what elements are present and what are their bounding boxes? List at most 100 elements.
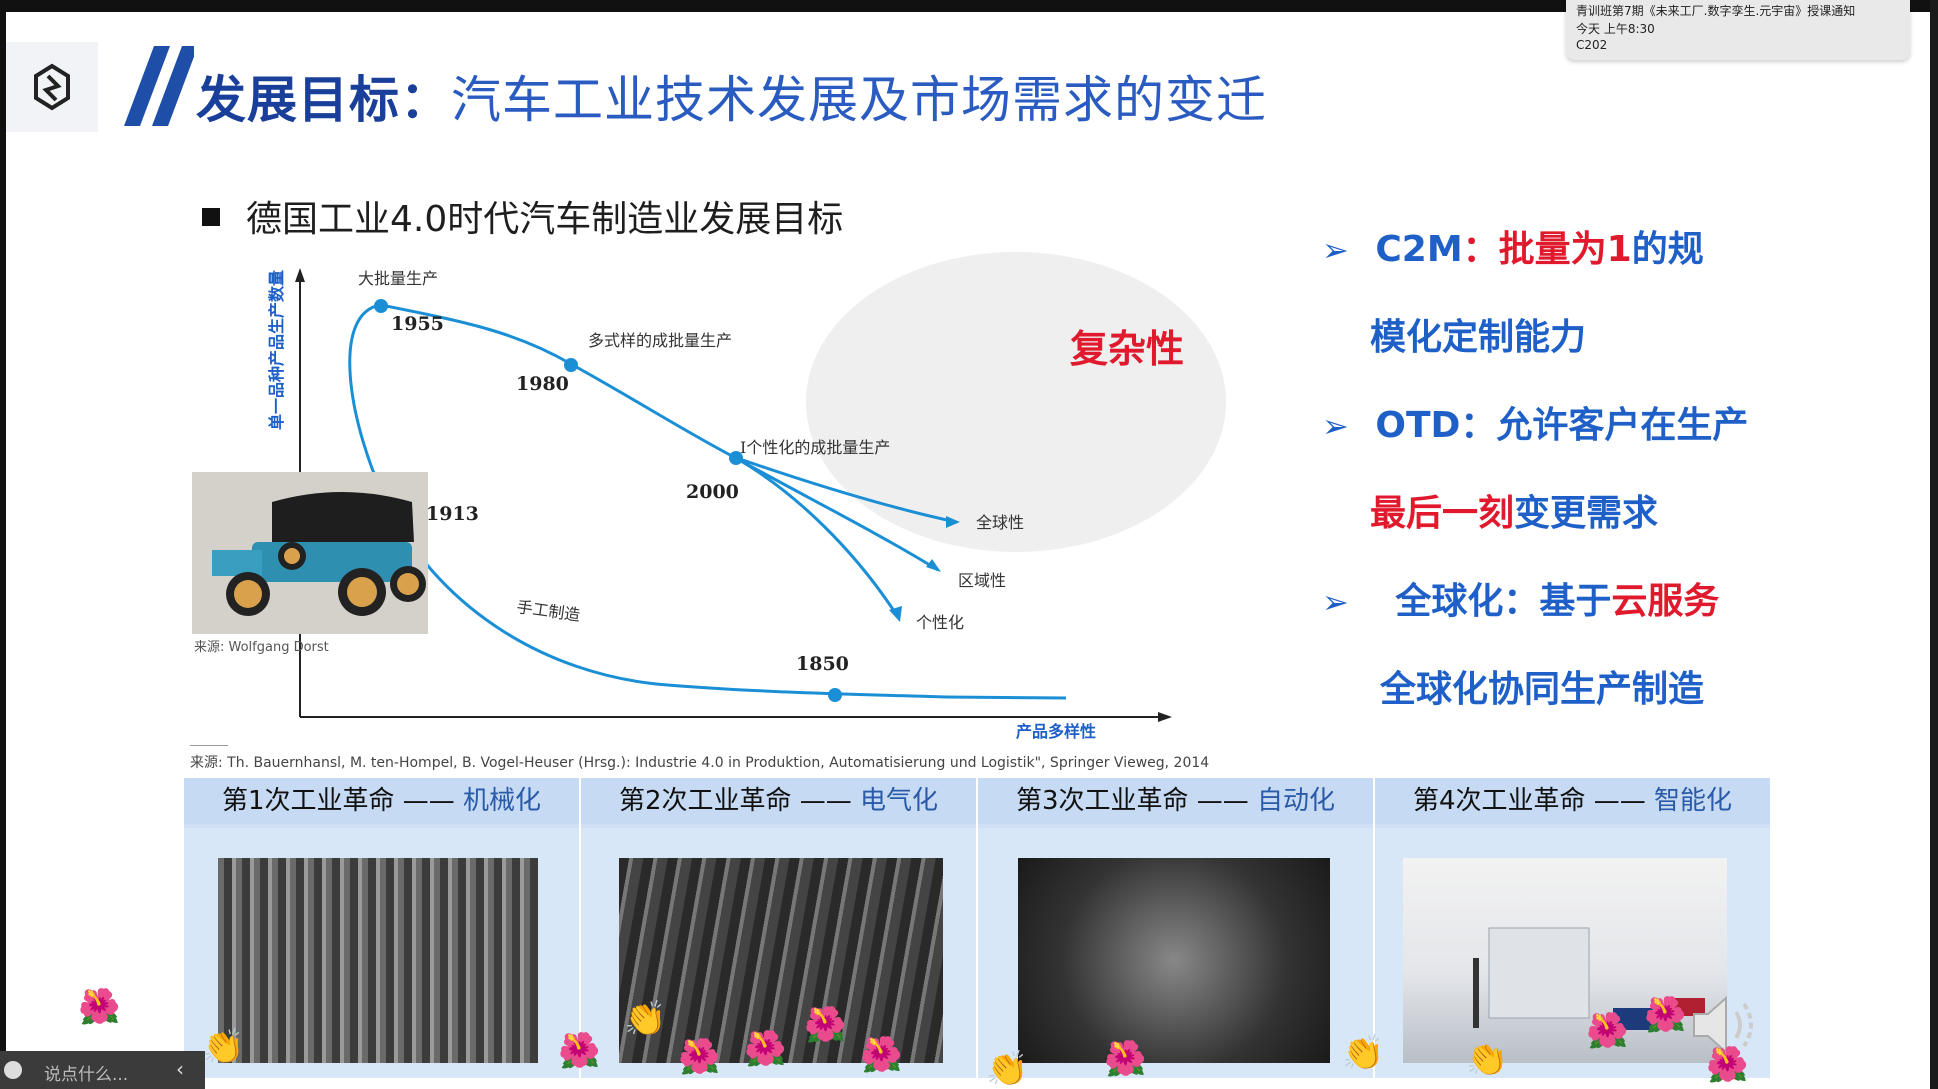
revolution-kind: 智能化 [1654,786,1733,816]
revolution-header: 第4次工业革命 —— 智能化 [1375,778,1770,824]
revolution-body [581,828,976,1078]
label-mass-production: 大批量生产 [358,269,438,288]
top-black-bar [0,0,1938,12]
c2m-line-1: ➢ C2M：批量为1的规 [1322,220,1704,272]
clap-emoji-icon: 👏 [202,1027,245,1067]
otd-line-1: ➢ OTD：允许客户在生产 [1322,396,1748,448]
c2m-highlight: 批量为1 [1498,229,1632,270]
revolution-title: 第4次工业革命 —— [1412,786,1655,816]
otd-line-2: 最后一刻变更需求 [1370,484,1658,536]
evolution-diagram: 大批量生产 多式样的成批量生产 I个性化的成批量生产 手工制造 全球性 区域性 … [267,252,1226,741]
flower-emoji-icon: 🌺 [1104,1039,1147,1079]
bullet-heading: 德国工业4.0时代汽车制造业发展目标 [202,190,843,242]
year-1913: 1913 [426,503,479,525]
year-1850: 1850 [796,653,849,675]
label-individual: 个性化 [916,613,964,632]
c2m-rest: 的规 [1631,229,1704,270]
company-logo [6,42,98,132]
revolution-title: 第2次工业革命 —— [618,786,861,816]
otd-line-2-rest: 变更需求 [1514,493,1659,534]
revolution-header: 第2次工业革命 —— 电气化 [581,778,976,824]
speaker-icon[interactable] [1690,990,1770,1060]
chat-placeholder[interactable]: 说点什么... [44,1065,129,1085]
revolutions-table: 第1次工业革命 —— 机械化 第2次工业革命 —— 电气化 第3次工业革命 ——… [184,778,1772,1078]
title-rest: 汽车工业技术发展及市场需求的变迁 [451,71,1267,129]
automation-photo [1018,858,1330,1063]
y-axis-label: 单一品种产品生产数量 [267,270,286,430]
bullet-text: 德国工业4.0时代汽车制造业发展目标 [246,199,844,240]
global-line-2: 全球化协同生产制造 [1380,669,1705,710]
otd-key: OTD [1375,405,1461,446]
year-2000: 2000 [686,481,739,503]
chevron-right-icon: ➢ [1322,407,1349,445]
label-craft: 手工制造 [515,597,581,625]
flower-emoji-icon: 🌺 [678,1037,721,1077]
chevron-right-icon: ➢ [1322,583,1349,621]
intelligent-factory-photo [1403,858,1727,1063]
x-axis-label: 产品多样性 [1016,722,1096,741]
flower-emoji-icon: 🌺 [1706,1045,1749,1085]
year-1980: 1980 [516,373,569,395]
title-colon: ： [400,71,451,129]
global-arrow-icon [946,516,960,528]
electrification-photo [619,858,943,1063]
bullet-square-icon [202,208,220,226]
revolution-col-2: 第2次工业革命 —— 电气化 [581,778,976,1078]
global-mid: ：基于 [1503,581,1612,622]
avatar [4,1061,22,1079]
label-multi-style: 多式样的成批量生产 [588,331,732,350]
global-key: 全球化 [1395,581,1504,622]
curve-global-path [733,455,957,524]
revolution-kind: 电气化 [860,786,939,816]
flower-emoji-icon: 🌺 [78,987,121,1027]
c2m-colon: ： [1462,229,1499,270]
label-global: 全球性 [976,513,1024,532]
revolution-body [978,828,1373,1078]
notification-room: C202 [1576,38,1608,52]
flower-emoji-icon: 🌺 [558,1031,601,1071]
regional-arrow-icon [926,559,941,572]
curve-craft-path [348,303,1067,700]
diagram-source: 来源: Th. Bauernhansl, M. ten-Hompel, B. V… [190,755,1210,771]
flower-emoji-icon: 🌺 [860,1035,903,1075]
chevron-right-icon: ➢ [1322,231,1349,269]
point-1850 [828,688,842,702]
point-1980 [564,358,578,372]
right-edge-bar [1930,0,1938,1089]
point-2000 [729,451,743,465]
mechanization-photo [218,858,538,1063]
clap-emoji-icon: 👏 [1466,1039,1509,1079]
clap-emoji-icon: 👏 [1342,1033,1385,1073]
flower-emoji-icon: 🌺 [804,1005,847,1045]
revolution-col-3: 第3次工业革命 —— 自动化 [978,778,1373,1078]
curve-regional-path [733,455,939,572]
chevron-left-icon[interactable]: ‹ [176,1057,184,1081]
clap-emoji-icon: 👏 [624,999,667,1039]
otd-highlight: 最后一刻 [1370,493,1515,534]
global-line-1: ➢ 全球化：基于云服务 [1322,572,1719,624]
source-separator [190,745,228,746]
slide-title: 发展目标：汽车工业技术发展及市场需求的变迁 [196,60,1267,132]
chat-input-bar[interactable]: 说点什么... ‹ [0,1051,205,1089]
point-1955 [374,299,388,313]
label-personalized-batch: I个性化的成批量生产 [740,438,890,457]
vintage-car-photo [192,472,428,634]
clap-emoji-icon: 👏 [986,1049,1029,1089]
flower-emoji-icon: 🌺 [744,1029,787,1069]
revolution-col-1: 第1次工业革命 —— 机械化 [184,778,579,1078]
curve-individual-path [733,455,900,618]
flower-emoji-icon: 🌺 [1644,995,1687,1035]
revolution-header: 第1次工业革命 —— 机械化 [184,778,579,824]
revolution-body [184,828,579,1078]
title-bold-part: 发展目标 [196,71,400,129]
title-stripes-decoration [98,42,198,132]
revolution-header: 第3次工业革命 —— 自动化 [978,778,1373,824]
global-highlight: 云服务 [1611,581,1720,622]
c2m-line-2: 模化定制能力 [1370,317,1587,358]
y-axis-arrow-icon [295,268,305,282]
complexity-area [806,252,1226,552]
class-notification[interactable]: 青训班第7期《未来工厂.数字孪生.元宇宙》授课通知 今天 上午8:30 C202 [1566,0,1910,60]
revolution-kind: 机械化 [463,786,542,816]
year-1955: 1955 [391,313,444,335]
flower-emoji-icon: 🌺 [1586,1011,1629,1051]
